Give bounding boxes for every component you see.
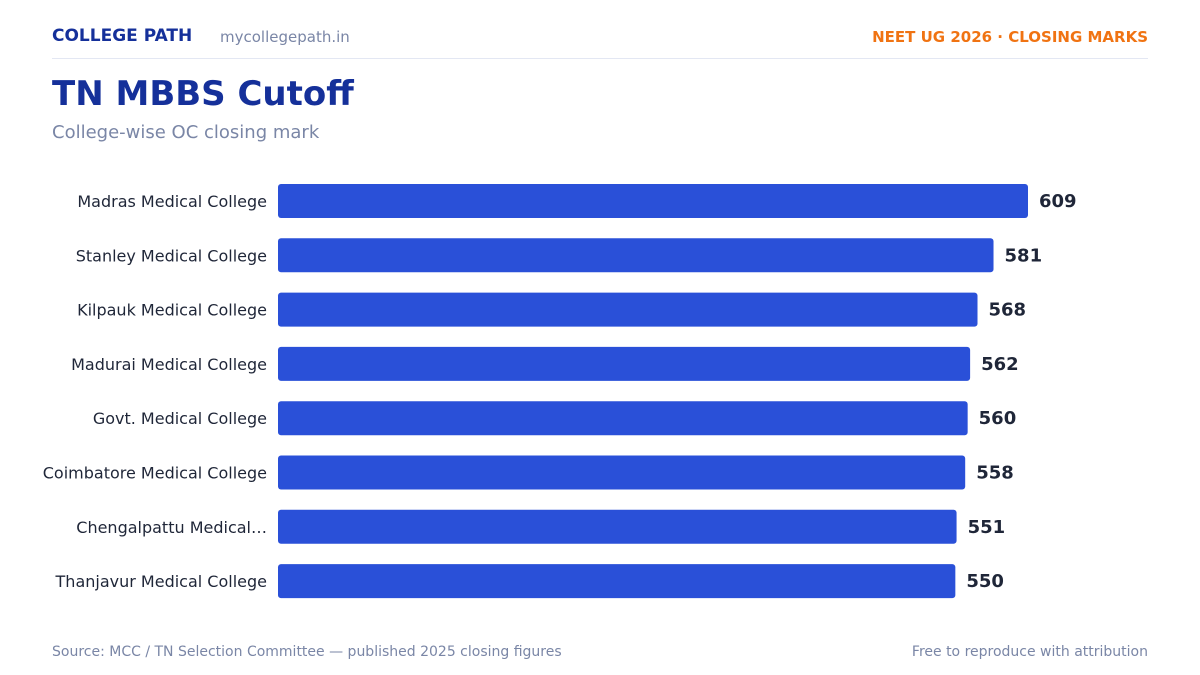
value-label: 550 [966, 571, 1004, 592]
bar-row: Coimbatore Medical College 558 [43, 455, 1014, 490]
value-label: 609 [1039, 191, 1077, 212]
license-note: Free to reproduce with attribution [911, 644, 1148, 660]
bar [278, 401, 968, 436]
bar [278, 292, 978, 327]
value-label: 558 [976, 463, 1014, 484]
category-label: Stanley Medical College [76, 246, 267, 265]
exam-tag: NEET UG 2026 · CLOSING MARKS [872, 28, 1148, 46]
category-label: Madurai Medical College [71, 355, 267, 374]
bar-chart: Madras Medical College 609 Stanley Medical… [43, 184, 1077, 599]
value-label: 551 [968, 517, 1006, 538]
category-label: Thanjavur Medical College [55, 572, 267, 591]
site-url: mycollegepath.in [220, 28, 350, 46]
bar-row: Madras Medical College 609 [77, 184, 1077, 218]
category-label: Kilpauk Medical College [77, 301, 267, 320]
bar [278, 184, 1028, 218]
category-label: Chengalpattu Medical… [76, 518, 267, 537]
value-label: 562 [981, 354, 1019, 375]
bar-row: Kilpauk Medical College 568 [77, 292, 1027, 327]
bar [278, 238, 994, 273]
page-subtitle: College-wise OC closing mark [52, 122, 320, 143]
bar [278, 564, 956, 599]
header-divider [52, 58, 1148, 59]
bar [278, 455, 966, 490]
bar-row: Govt. Medical College 560 [93, 401, 1017, 436]
bar-row: Thanjavur Medical College 550 [55, 564, 1004, 599]
category-label: Govt. Medical College [93, 409, 267, 428]
source-note: Source: MCC / TN Selection Committee — p… [52, 644, 562, 660]
value-label: 568 [989, 300, 1027, 321]
category-label: Madras Medical College [77, 192, 267, 211]
value-label: 560 [979, 408, 1017, 429]
bar [278, 346, 971, 381]
bar-row: Madurai Medical College 562 [71, 346, 1019, 381]
value-label: 581 [1005, 245, 1043, 266]
bar [278, 509, 957, 544]
bar-row: Stanley Medical College 581 [76, 238, 1043, 273]
brand-name: COLLEGE PATH [52, 26, 193, 46]
bar-row: Chengalpattu Medical… 551 [76, 509, 1006, 544]
category-label: Coimbatore Medical College [43, 464, 267, 483]
page-title: TN MBBS Cutoff [52, 74, 354, 114]
